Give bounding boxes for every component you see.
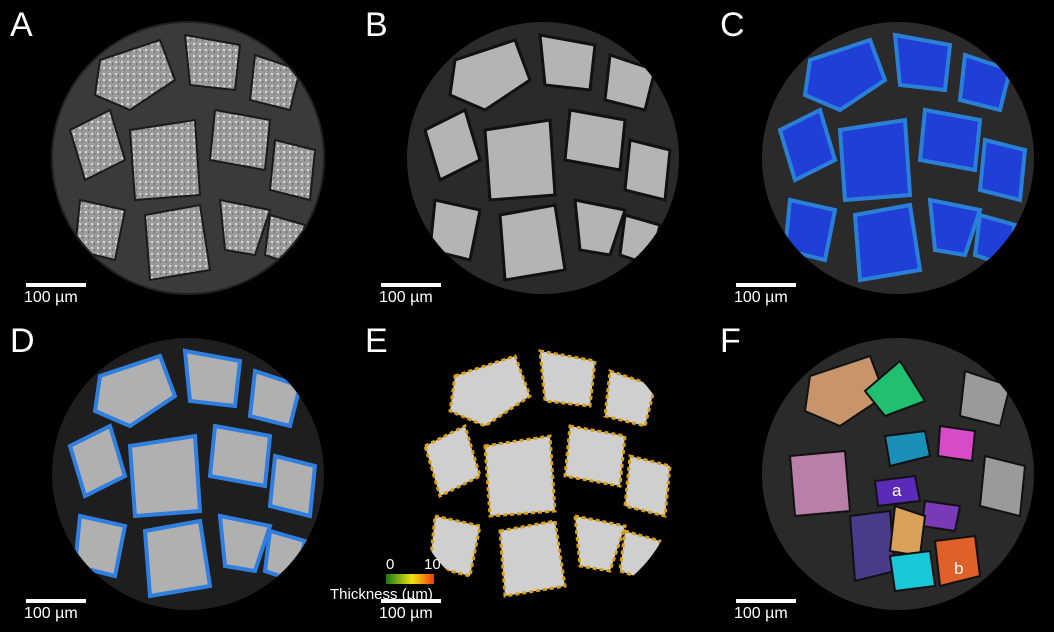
panel-a-image [51, 21, 325, 295]
scale-label: 100 µm [379, 605, 433, 622]
panel-f-image: a b [762, 338, 1034, 610]
panel-e-image [407, 338, 679, 610]
panel-b: B 100 µm [355, 0, 705, 316]
scale-bar [736, 599, 796, 603]
panel-letter: A [10, 6, 33, 44]
panel-b-image [407, 22, 679, 294]
panel-c-image [762, 22, 1034, 294]
panel-letter: C [720, 6, 745, 44]
grain-label-a: a [892, 481, 902, 500]
scale-bar [381, 283, 441, 287]
panel-letter: F [720, 322, 741, 360]
panel-f: a b F 100 µm [710, 316, 1054, 632]
panel-c: C 100 µm [710, 0, 1054, 316]
panel-e: E 100 µm [355, 316, 705, 632]
scale-bar [736, 283, 796, 287]
scale-bar [26, 599, 86, 603]
scale-label: 100 µm [24, 605, 78, 622]
scale-bar [381, 599, 441, 603]
panel-a: A 100 µm [0, 0, 350, 316]
scale-bar [26, 283, 86, 287]
scale-label: 100 µm [24, 289, 78, 306]
thickness-colorbar: 0 10 Thickness (µm) [330, 556, 450, 612]
colorbar-min-label: 0 [386, 556, 395, 573]
colorbar-max-label: 10 [424, 556, 441, 573]
panel-d-image [52, 338, 324, 610]
panel-d: D 100 µm [0, 316, 350, 632]
scale-label: 100 µm [734, 605, 788, 622]
grain-label-b: b [954, 559, 963, 578]
scale-label: 100 µm [734, 289, 788, 306]
panel-letter: B [365, 6, 388, 44]
colorbar-gradient [386, 574, 434, 584]
colorbar-title: Thickness (µm) [330, 586, 433, 603]
panel-letter: E [365, 322, 388, 360]
panel-letter: D [10, 322, 35, 360]
scale-label: 100 µm [379, 289, 433, 306]
